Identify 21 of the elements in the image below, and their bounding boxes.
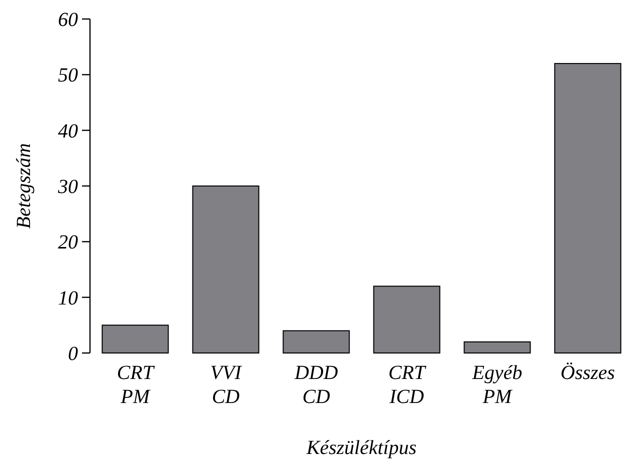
x-axis-title: Készüléktípus bbox=[306, 437, 417, 459]
y-tick-label: 10 bbox=[58, 287, 78, 310]
y-tick-label: 60 bbox=[58, 9, 78, 31]
x-tick-label: DDD CD bbox=[294, 362, 338, 408]
y-tick-label: 20 bbox=[58, 232, 78, 254]
x-tick-label: VVI CD bbox=[210, 362, 243, 408]
bar bbox=[282, 330, 350, 354]
x-tick-label: CRT ICD bbox=[388, 362, 427, 408]
x-tick-label: CRT PM bbox=[116, 362, 156, 408]
y-tick-label: 40 bbox=[58, 120, 78, 142]
x-tick-label: Összes bbox=[560, 362, 616, 384]
bar bbox=[464, 341, 531, 354]
y-axis-title: Betegszám bbox=[13, 143, 35, 229]
bar bbox=[373, 286, 440, 354]
bar bbox=[102, 324, 169, 354]
bar bbox=[554, 63, 622, 354]
x-tick-label: Egyéb PM bbox=[471, 362, 522, 408]
y-tick-label: 50 bbox=[58, 64, 78, 87]
y-tick-label: 30 bbox=[57, 176, 78, 198]
y-tick-label: 0 bbox=[68, 343, 78, 365]
bar bbox=[192, 186, 260, 354]
